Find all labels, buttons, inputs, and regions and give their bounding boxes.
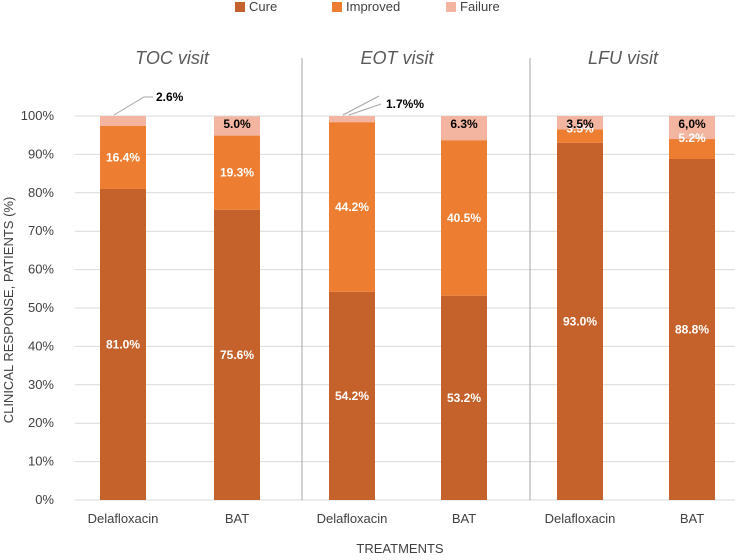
bar-improved	[557, 129, 603, 143]
data-label-improved: 19.3%	[220, 166, 254, 180]
gridlines	[75, 115, 735, 501]
y-tick-label: 70%	[28, 223, 54, 238]
y-tick-label: 30%	[28, 377, 54, 392]
x-category-label: Delafloxacin	[88, 511, 159, 526]
x-category-label: Delafloxacin	[545, 511, 616, 526]
panel-dividers	[301, 58, 531, 500]
bar-cure	[100, 188, 146, 500]
data-label-failure: 2.6%	[156, 90, 184, 104]
legend-label: Cure	[249, 0, 277, 14]
data-label-cure: 53.2%	[447, 391, 481, 405]
data-label-failure: 5.0%	[223, 117, 251, 131]
data-label-cure: 93.0%	[563, 314, 597, 328]
bar-failure	[557, 116, 603, 130]
callout-leader	[348, 103, 382, 116]
y-axis-title: CLINICAL RESPONSE, PATIENTS (%)	[1, 197, 16, 424]
legend-label: Failure	[460, 0, 500, 14]
data-label-improved: 44.2%	[335, 200, 369, 214]
bar-cure	[557, 142, 603, 500]
data-label-cure: 75.6%	[220, 348, 254, 362]
y-tick-label: 80%	[28, 185, 54, 200]
data-label-improved: 3.5%	[566, 121, 594, 135]
panel-title: LFU visit	[588, 48, 659, 68]
bars	[100, 116, 715, 501]
y-tick-label: 10%	[28, 454, 54, 469]
legend-swatch-improved	[332, 2, 342, 12]
bar-cure	[669, 159, 715, 500]
bar-improved	[441, 140, 487, 296]
bar-cure	[214, 209, 260, 501]
bar-failure	[329, 116, 375, 123]
bar-cure	[441, 295, 487, 500]
data-label-cure: 54.2%	[335, 389, 369, 403]
x-category-label: BAT	[680, 511, 704, 526]
y-tick-label: 50%	[28, 300, 54, 315]
y-tick-label: 20%	[28, 415, 54, 430]
data-label-improved: 16.4%	[106, 150, 140, 164]
panel-title: EOT visit	[360, 48, 434, 68]
y-tick-label: 60%	[28, 262, 54, 277]
bar-improved	[100, 125, 146, 189]
bar-failure	[441, 116, 487, 141]
y-tick-label: 100%	[21, 108, 55, 123]
data-label-cure: 88.8%	[675, 323, 709, 337]
x-axis-title: TREATMENTS	[356, 541, 443, 556]
bar-failure	[669, 116, 715, 140]
data-label-failure: 6.3%	[450, 117, 478, 131]
legend-swatch-cure	[235, 2, 245, 12]
legend-swatch-failure	[446, 2, 456, 12]
x-axis: TOC visit Delafloxacin BAT EOT visit Delaflo…	[88, 48, 705, 526]
bar-failure	[100, 116, 146, 126]
data-label-failure: 3.5%	[566, 117, 594, 131]
panel-title: TOC visit	[135, 48, 210, 68]
x-category-label: BAT	[452, 511, 476, 526]
y-tick-label: 0%	[35, 492, 54, 507]
bar-improved	[669, 139, 715, 160]
x-category-label: Delafloxacin	[317, 511, 388, 526]
bar-failure	[214, 116, 260, 136]
y-tick-label: 90%	[28, 146, 54, 161]
y-axis: 0% 10% 20% 30% 40% 50% 60% 70% 80% 90% 100%	[21, 108, 55, 507]
callout-leader	[113, 96, 153, 116]
bar-improved	[214, 135, 260, 210]
bar-cure	[329, 291, 375, 500]
data-label-failure: 6,0%	[678, 117, 706, 131]
legend: Cure Improved Failure	[235, 0, 500, 14]
bar-improved	[329, 122, 375, 292]
x-category-label: BAT	[225, 511, 249, 526]
data-label-failure: 1.7%%	[386, 97, 424, 111]
callout-leader	[342, 95, 380, 116]
legend-label: Improved	[346, 0, 400, 14]
data-labels: 81.0% 16.4% 2.6% 75.6% 19.3% 5.0% 54.2% 44.2% 1.…	[106, 90, 709, 405]
y-tick-label: 40%	[28, 338, 54, 353]
data-label-cure: 81.0%	[106, 337, 140, 351]
data-label-improved: 40.5%	[447, 211, 481, 225]
data-label-improved: 5.2%	[678, 131, 706, 145]
